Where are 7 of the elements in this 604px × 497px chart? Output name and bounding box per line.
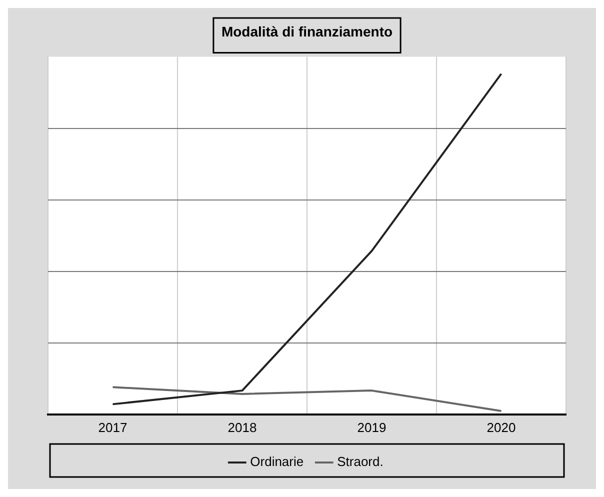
x-tick-label: 2018 <box>228 420 257 435</box>
chart-title: Modalità di finanziamento <box>221 23 393 40</box>
legend-label: Straord. <box>337 454 384 470</box>
x-tick-label: 2017 <box>98 420 128 435</box>
legend-label: Ordinarie <box>250 454 304 470</box>
x-tick-label: 2019 <box>357 420 386 435</box>
x-tick-label: 2020 <box>486 420 516 435</box>
